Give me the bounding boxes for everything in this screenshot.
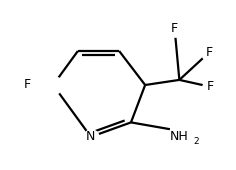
Text: F: F xyxy=(171,22,178,35)
Text: F: F xyxy=(205,46,212,59)
Text: N: N xyxy=(86,130,96,143)
Text: NH: NH xyxy=(170,130,189,143)
Text: F: F xyxy=(24,79,31,91)
Text: F: F xyxy=(206,80,214,93)
Text: 2: 2 xyxy=(194,137,199,146)
